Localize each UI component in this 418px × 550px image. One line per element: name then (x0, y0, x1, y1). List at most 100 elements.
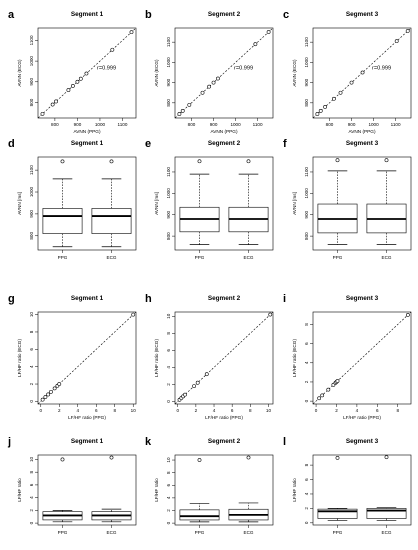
panel-label: h (145, 293, 152, 305)
data-point (332, 96, 336, 101)
y-tick-label: 6 (166, 484, 171, 487)
panel-title: Segment 3 (346, 438, 379, 445)
y-tick-label: 0 (304, 399, 309, 402)
box-ppg: PPG (42, 159, 83, 260)
box-ppg: PPG (317, 455, 358, 535)
outlier-point (384, 455, 389, 460)
identity-line (174, 311, 274, 405)
y-axis-label: LF/HF ratio (292, 478, 297, 502)
y-tick-label: 2 (166, 383, 171, 386)
x-tick-label: 0 (315, 408, 318, 413)
panel-f: f Segment 3 800 900 1000 1100 AVNN [ms] PPG ECG (283, 138, 412, 260)
y-tick-label: 900 (29, 78, 34, 86)
y-axis-label: AVNN [ms] (17, 192, 22, 215)
y-axis-label: LF/HF ratio (ECG) (17, 339, 22, 377)
category-label: ECG (107, 255, 117, 260)
panel-b: b Segment 2 800 900 1000 1100 AVNN (ECG) 800 900… (145, 9, 274, 134)
x-tick-label: 8 (396, 408, 399, 413)
y-tick-label: 900 (166, 210, 171, 218)
identity-line (37, 311, 137, 405)
data-point (318, 109, 323, 113)
outlier-point (246, 455, 251, 460)
data-point (253, 42, 258, 47)
y-tick-label: 1000 (166, 188, 171, 199)
panel-title: Segment 3 (346, 11, 379, 18)
data-point (129, 30, 134, 35)
y-tick-label: 8 (304, 463, 309, 466)
panel-label: k (145, 436, 152, 448)
panel-k: k Segment 2 0 2 4 6 8 10 LF/HF ratio PPG ECG (145, 436, 274, 535)
y-tick-label: 1100 (304, 37, 309, 47)
outlier-point (197, 458, 202, 462)
y-tick-label: 2 (304, 507, 309, 510)
category-label: PPG (333, 255, 343, 260)
panel-label: l (283, 436, 286, 448)
plot-frame (37, 27, 137, 119)
category-label: ECG (382, 530, 392, 535)
data-point (195, 380, 200, 385)
data-point (183, 392, 187, 397)
x-axis-label: LF/HF ratio (PPG) (68, 415, 106, 420)
y-tick-label: 1100 (29, 165, 34, 175)
y-tick-label: 0 (166, 400, 171, 403)
x-axis-label: LF/HF ratio (PPG) (343, 415, 381, 420)
panel-label: b (145, 9, 152, 21)
plot-frame (312, 156, 412, 251)
category-label: PPG (195, 255, 205, 260)
y-axis-label: LF/HF ratio (ECG) (154, 339, 159, 377)
panel-title: Segment 3 (346, 295, 379, 302)
outlier-point (197, 159, 202, 164)
data-point (335, 379, 340, 383)
category-label: ECG (382, 255, 392, 260)
y-axis-label: LF/HF ratio (154, 478, 159, 502)
y-tick-label: 800 (29, 232, 34, 240)
y-tick-label: 2 (29, 509, 34, 512)
y-tick-label: 1100 (166, 167, 171, 177)
y-tick-label: 4 (304, 492, 309, 495)
y-tick-label: 1000 (29, 186, 34, 197)
plot-frame (312, 454, 412, 526)
data-point (338, 90, 343, 95)
box-ecg: ECG (228, 159, 269, 260)
y-tick-label: 1100 (166, 37, 171, 47)
data-point (49, 389, 53, 394)
panel-label: d (8, 138, 15, 150)
y-tick-label: 6 (304, 478, 309, 481)
data-point (40, 397, 45, 402)
plot-frame (174, 27, 274, 119)
data-point (326, 387, 331, 392)
data-point (52, 386, 57, 391)
x-tick-label: 800 (326, 122, 334, 127)
y-tick-label: 0 (304, 521, 309, 524)
x-tick-label: 0 (176, 408, 179, 413)
y-tick-label: 8 (304, 323, 309, 326)
y-axis-label: AVNN [ms] (154, 192, 159, 215)
y-tick-label: 4 (166, 366, 171, 369)
y-tick-label: 1000 (166, 57, 171, 68)
box-ppg: PPG (179, 458, 220, 535)
x-tick-label: 1000 (230, 122, 241, 127)
data-point (46, 392, 51, 397)
y-tick-label: 4 (29, 496, 34, 499)
y-tick-label: 1100 (304, 167, 309, 177)
iqr-box (91, 208, 132, 234)
y-tick-label: 0 (29, 400, 34, 403)
box-ppg: PPG (317, 158, 358, 260)
data-point (405, 29, 410, 33)
y-tick-label: 900 (304, 78, 309, 86)
category-label: PPG (333, 530, 343, 535)
y-tick-label: 6 (304, 342, 309, 345)
x-tick-label: 1000 (368, 122, 379, 127)
x-tick-label: 4 (356, 408, 359, 413)
y-tick-label: 800 (29, 98, 34, 106)
y-tick-label: 1000 (304, 57, 309, 68)
x-tick-label: 800 (188, 122, 196, 127)
y-tick-label: 6 (29, 483, 34, 486)
x-tick-label: 6 (95, 408, 98, 413)
identity-line (174, 27, 274, 119)
y-tick-label: 8 (29, 470, 34, 473)
category-label: ECG (107, 530, 117, 535)
outlier-point (335, 455, 340, 460)
data-point (50, 102, 55, 107)
